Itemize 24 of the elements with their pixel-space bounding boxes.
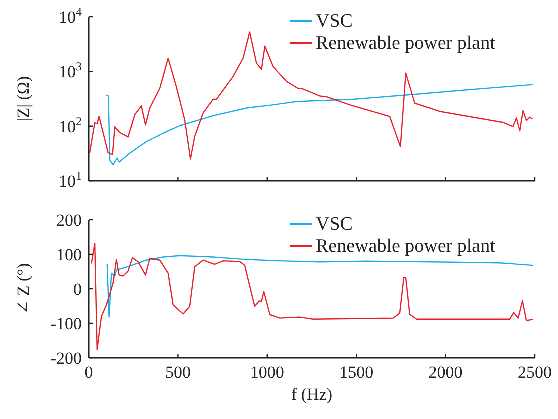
x-tick-label: 500 (165, 363, 191, 382)
legend-label: VSC (316, 214, 353, 235)
legend-label: VSC (316, 11, 353, 32)
line-series (106, 255, 534, 318)
y-tick-label: 10$^{3}$ (59, 60, 82, 82)
x-tick-label: 1000 (250, 363, 284, 382)
y-tick-label: 10$^{2}$ (59, 114, 82, 136)
x-axis-title: f (Hz) (291, 385, 333, 404)
y-tick-label: 100 (56, 246, 82, 264)
x-tick-label: 2500 (518, 363, 552, 382)
y-tick-label: 0 (74, 280, 82, 299)
line-series (89, 32, 534, 160)
line-series (106, 84, 534, 166)
y-tick-label: 10$^{4}$ (59, 5, 82, 27)
y-axis-title: |Z| (Ω) (14, 76, 33, 122)
legend-label: Renewable power plant (316, 236, 496, 257)
legend-label: Renewable power plant (316, 33, 496, 54)
y-tick-label: -100 (50, 314, 82, 334)
y-tick-label: 10$^{1}$ (59, 169, 82, 191)
y-axis-title: ∠ Z (°) (14, 263, 33, 315)
y-tick-label: 200 (56, 211, 82, 230)
x-tick-label: 1500 (340, 363, 374, 382)
y-tick-label: -200 (50, 349, 82, 368)
x-tick-label: 2000 (428, 363, 463, 382)
